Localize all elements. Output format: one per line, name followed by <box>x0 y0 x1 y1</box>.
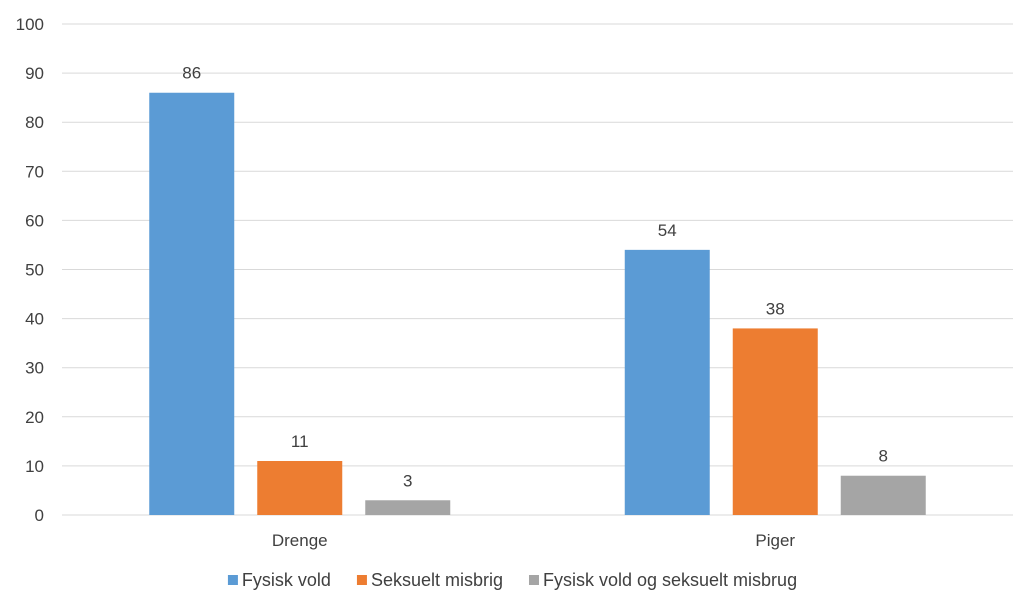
data-label: 11 <box>291 432 309 451</box>
data-label: 86 <box>182 64 201 83</box>
legend-label: Seksuelt misbrig <box>371 570 503 590</box>
legend-swatch <box>356 575 367 585</box>
x-axis: Drenge Piger <box>272 531 796 550</box>
y-tick-label: 100 <box>16 15 44 34</box>
x-category-label: Piger <box>755 531 795 550</box>
y-tick-label: 40 <box>25 310 44 329</box>
legend: Fysisk vold Seksuelt misbrig Fysisk vold o… <box>227 570 797 590</box>
bar <box>365 500 451 515</box>
y-tick-label: 0 <box>35 506 44 525</box>
y-tick-label: 90 <box>25 64 44 83</box>
legend-swatch <box>227 575 238 585</box>
y-tick-label: 30 <box>25 359 44 378</box>
bar <box>149 92 235 516</box>
legend-label: Fysisk vold og seksuelt misbrug <box>543 570 797 590</box>
y-tick-label: 10 <box>25 457 44 476</box>
data-label: 3 <box>403 471 412 490</box>
legend-label: Fysisk vold <box>242 570 331 590</box>
y-tick-label: 70 <box>25 162 44 181</box>
data-label: 38 <box>766 299 785 318</box>
y-axis: 0 10 20 30 40 50 60 70 80 90 100 <box>16 15 44 525</box>
y-tick-label: 50 <box>25 261 44 280</box>
data-labels: 86 11 3 54 38 8 <box>182 64 888 491</box>
bar <box>624 249 710 516</box>
legend-swatch <box>528 575 539 585</box>
x-category-label: Drenge <box>272 531 328 550</box>
bar <box>732 328 818 515</box>
y-tick-label: 80 <box>25 113 44 132</box>
data-label: 8 <box>879 447 888 466</box>
bar <box>840 475 926 515</box>
y-tick-label: 20 <box>25 408 44 427</box>
data-label: 54 <box>658 221 677 240</box>
bar <box>257 460 343 515</box>
bars <box>149 92 926 516</box>
y-tick-label: 60 <box>25 211 44 230</box>
